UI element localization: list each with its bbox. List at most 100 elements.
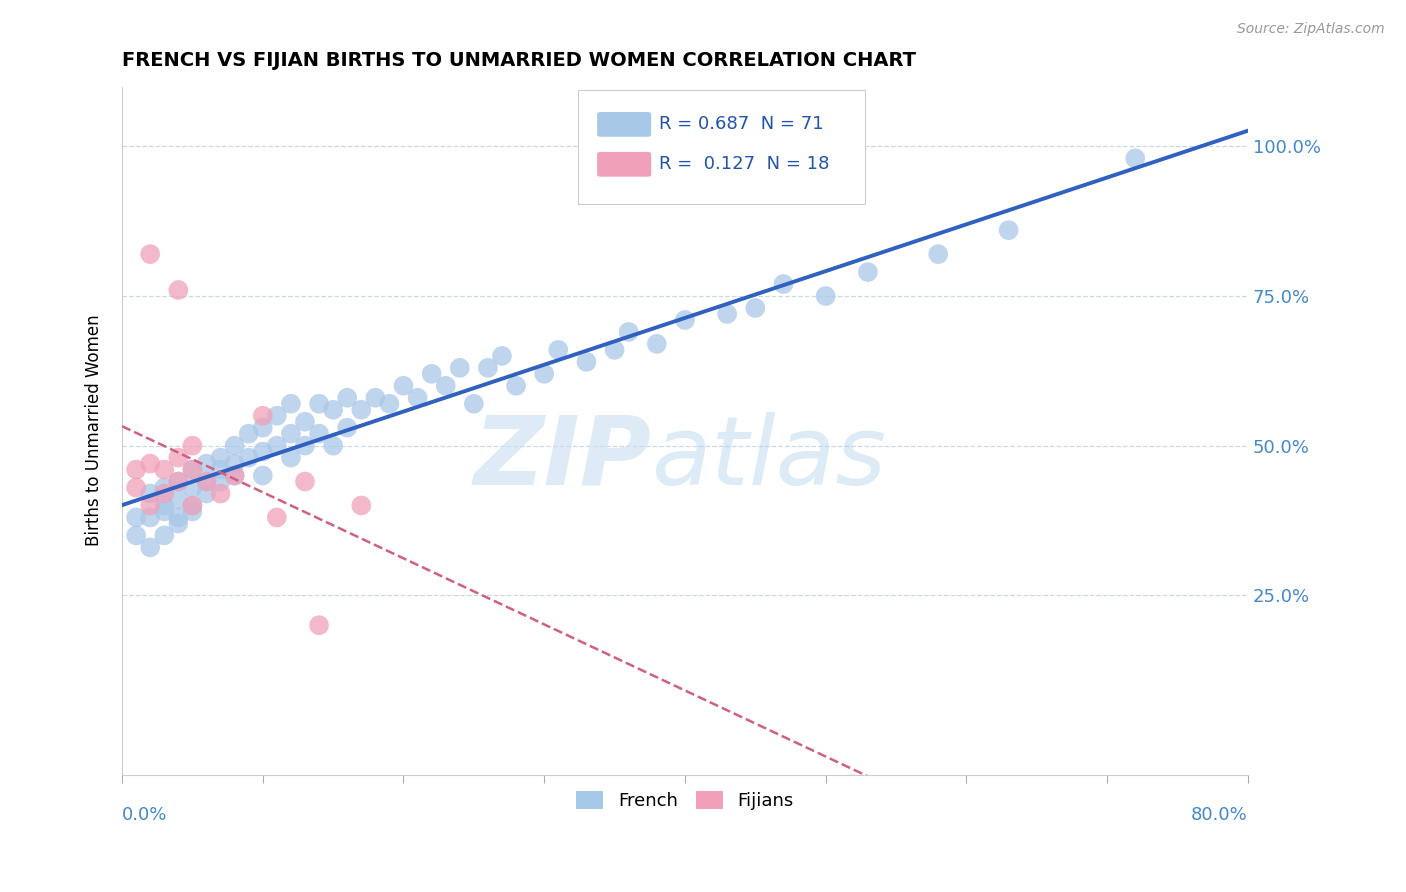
Point — [406, 391, 429, 405]
Point — [505, 378, 527, 392]
Point — [308, 426, 330, 441]
Legend: French, Fijians: French, Fijians — [569, 784, 801, 817]
Point — [195, 475, 218, 489]
Point — [209, 486, 232, 500]
Point — [350, 499, 373, 513]
Point — [224, 439, 246, 453]
Point — [997, 223, 1019, 237]
Point — [575, 355, 598, 369]
Point — [181, 504, 204, 518]
Point — [139, 499, 162, 513]
Point — [434, 378, 457, 392]
Point — [927, 247, 949, 261]
Point — [603, 343, 626, 357]
Point — [209, 475, 232, 489]
Point — [378, 397, 401, 411]
Point — [350, 402, 373, 417]
Point — [463, 397, 485, 411]
Point — [167, 283, 190, 297]
Point — [139, 510, 162, 524]
Point — [364, 391, 387, 405]
Point — [181, 462, 204, 476]
Point — [449, 360, 471, 375]
FancyBboxPatch shape — [598, 152, 651, 177]
Point — [195, 486, 218, 500]
Point — [139, 541, 162, 555]
Point — [280, 397, 302, 411]
Point — [491, 349, 513, 363]
Point — [139, 486, 162, 500]
Text: R =  0.127  N = 18: R = 0.127 N = 18 — [659, 155, 830, 173]
Text: R = 0.687  N = 71: R = 0.687 N = 71 — [659, 115, 824, 134]
Point — [125, 510, 148, 524]
Point — [224, 468, 246, 483]
Point — [167, 450, 190, 465]
Point — [645, 337, 668, 351]
Point — [167, 510, 190, 524]
Point — [167, 475, 190, 489]
Point — [181, 499, 204, 513]
Point — [420, 367, 443, 381]
Point — [547, 343, 569, 357]
Point — [181, 439, 204, 453]
Point — [153, 504, 176, 518]
Point — [280, 450, 302, 465]
Point — [266, 510, 288, 524]
Point — [195, 457, 218, 471]
Point — [716, 307, 738, 321]
Point — [125, 462, 148, 476]
Point — [181, 481, 204, 495]
Point — [125, 528, 148, 542]
Point — [167, 475, 190, 489]
Point — [181, 462, 204, 476]
Point — [153, 528, 176, 542]
Point — [238, 450, 260, 465]
Point — [167, 516, 190, 531]
Point — [153, 462, 176, 476]
Point — [195, 475, 218, 489]
FancyBboxPatch shape — [598, 112, 651, 136]
Y-axis label: Births to Unmarried Women: Births to Unmarried Women — [86, 315, 103, 547]
Point — [308, 397, 330, 411]
Point — [252, 468, 274, 483]
Point — [294, 475, 316, 489]
Point — [238, 426, 260, 441]
Point — [336, 420, 359, 434]
Point — [294, 415, 316, 429]
Point — [308, 618, 330, 632]
Point — [392, 378, 415, 392]
Text: 0.0%: 0.0% — [122, 805, 167, 823]
Point — [139, 457, 162, 471]
Point — [252, 444, 274, 458]
Point — [533, 367, 555, 381]
Point — [856, 265, 879, 279]
Point — [814, 289, 837, 303]
Point — [252, 420, 274, 434]
Text: FRENCH VS FIJIAN BIRTHS TO UNMARRIED WOMEN CORRELATION CHART: FRENCH VS FIJIAN BIRTHS TO UNMARRIED WOM… — [122, 51, 917, 70]
Point — [266, 439, 288, 453]
Point — [153, 499, 176, 513]
Point — [224, 457, 246, 471]
Point — [744, 301, 766, 315]
Point — [673, 313, 696, 327]
Point — [224, 468, 246, 483]
Point — [125, 481, 148, 495]
Text: 80.0%: 80.0% — [1191, 805, 1249, 823]
Point — [772, 277, 794, 291]
Point — [266, 409, 288, 423]
Point — [153, 481, 176, 495]
Point — [252, 409, 274, 423]
Point — [1123, 152, 1146, 166]
Text: atlas: atlas — [651, 412, 886, 505]
Point — [336, 391, 359, 405]
Text: Source: ZipAtlas.com: Source: ZipAtlas.com — [1237, 22, 1385, 37]
Text: ZIP: ZIP — [474, 412, 651, 505]
Point — [153, 486, 176, 500]
Point — [280, 426, 302, 441]
Point — [294, 439, 316, 453]
Point — [322, 439, 344, 453]
Point — [209, 462, 232, 476]
Point — [477, 360, 499, 375]
Point — [167, 492, 190, 507]
Point — [209, 450, 232, 465]
